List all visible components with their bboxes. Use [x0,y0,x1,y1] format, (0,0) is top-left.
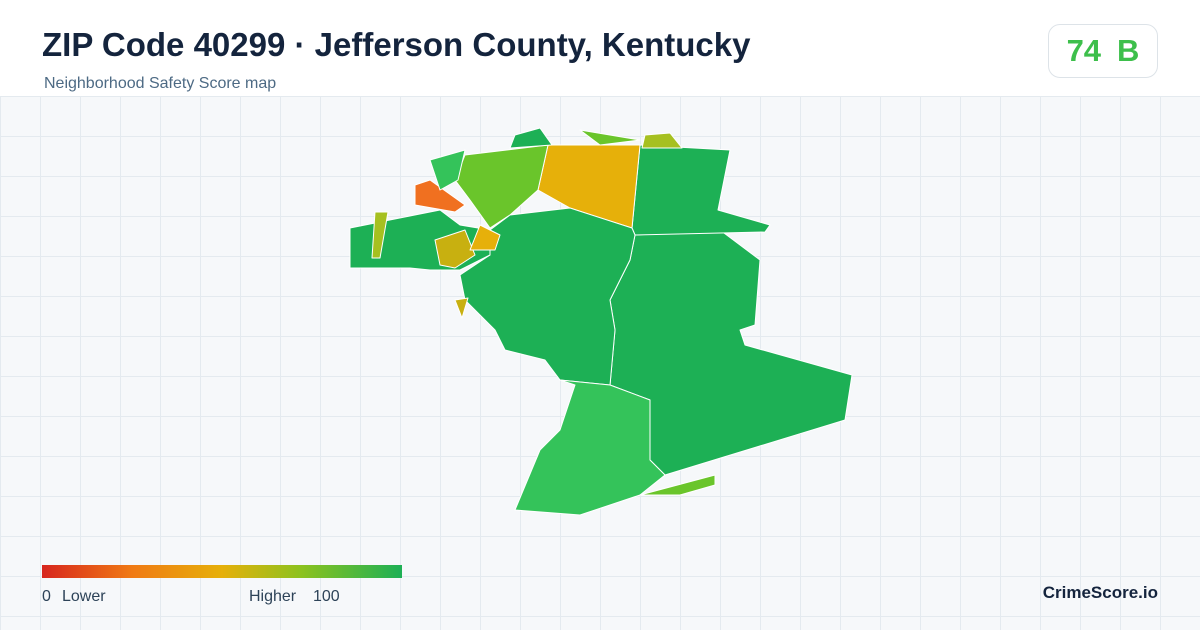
legend-max: 100 [313,588,340,605]
area [454,297,469,319]
area [454,144,549,229]
area [639,474,716,496]
area [371,211,389,259]
area [469,224,501,251]
subtitle: Neighborhood Safety Score map [44,75,277,92]
area [579,129,641,146]
area [429,149,466,191]
legend-min-label: Lower [62,588,106,605]
header: ZIP Code 40299 · Jefferson County, Kentu… [0,0,1200,96]
grade: B [1117,33,1140,68]
score-badge: 74 B [1048,24,1158,78]
legend-min: 0 [42,588,51,605]
area [514,379,666,516]
area [509,127,553,149]
title: ZIP Code 40299 · Jefferson County, Kentu… [42,26,751,63]
legend-gradient [42,565,402,578]
area [631,144,771,236]
legend-max-label: Higher [249,588,297,605]
area [414,179,466,213]
brand: CrimeScore.io [1042,583,1158,602]
area [434,229,476,269]
score: 74 [1066,33,1102,68]
area [641,132,683,149]
